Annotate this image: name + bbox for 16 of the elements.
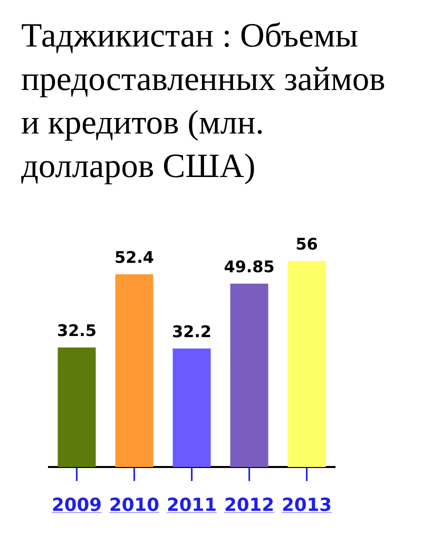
data-label: 32.2 [173, 325, 210, 338]
data-label: 49.85 [224, 260, 274, 272]
x-tick-label: 2011 [168, 498, 216, 512]
bar [230, 284, 268, 467]
bar [115, 274, 154, 467]
x-tick-label: 2009 [53, 498, 101, 512]
chart-title: Таджикистан : Объемы предоставленных займов и кредитов (млн. долларов США) [21, 22, 384, 184]
data-label: 52.4 [116, 250, 154, 264]
x-tick-label: 2010 [110, 498, 158, 512]
data-label: 32.5 [58, 324, 96, 336]
bar [172, 348, 211, 467]
x-tick-label: 2013 [283, 498, 330, 512]
bar [58, 347, 96, 467]
bar [288, 261, 326, 467]
x-tick-label: 2012 [226, 498, 273, 512]
data-label: 56 [296, 238, 318, 250]
